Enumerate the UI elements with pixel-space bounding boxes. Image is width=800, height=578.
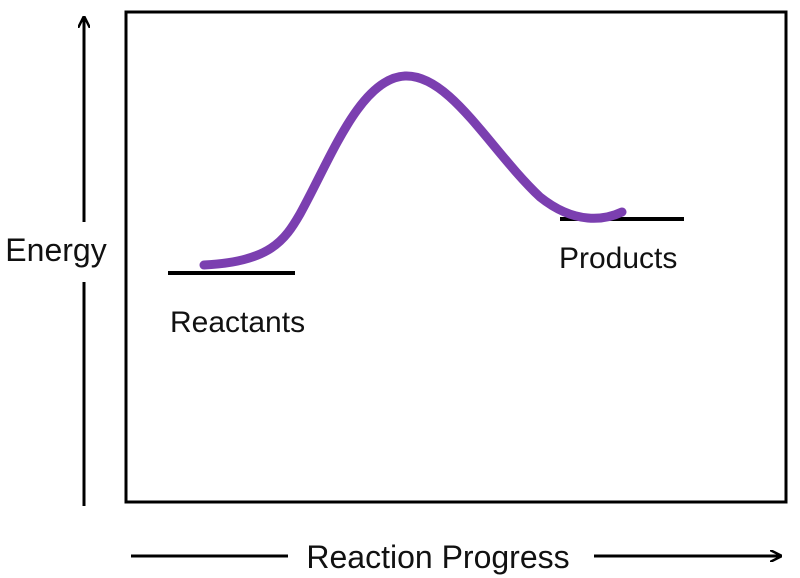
x-axis-label: Reaction Progress xyxy=(306,539,569,575)
y-axis-label: Energy xyxy=(5,232,106,268)
reactants-label: Reactants xyxy=(170,306,305,339)
products-label: Products xyxy=(559,242,677,275)
plot-frame xyxy=(124,10,788,504)
energy-curve xyxy=(199,71,627,270)
